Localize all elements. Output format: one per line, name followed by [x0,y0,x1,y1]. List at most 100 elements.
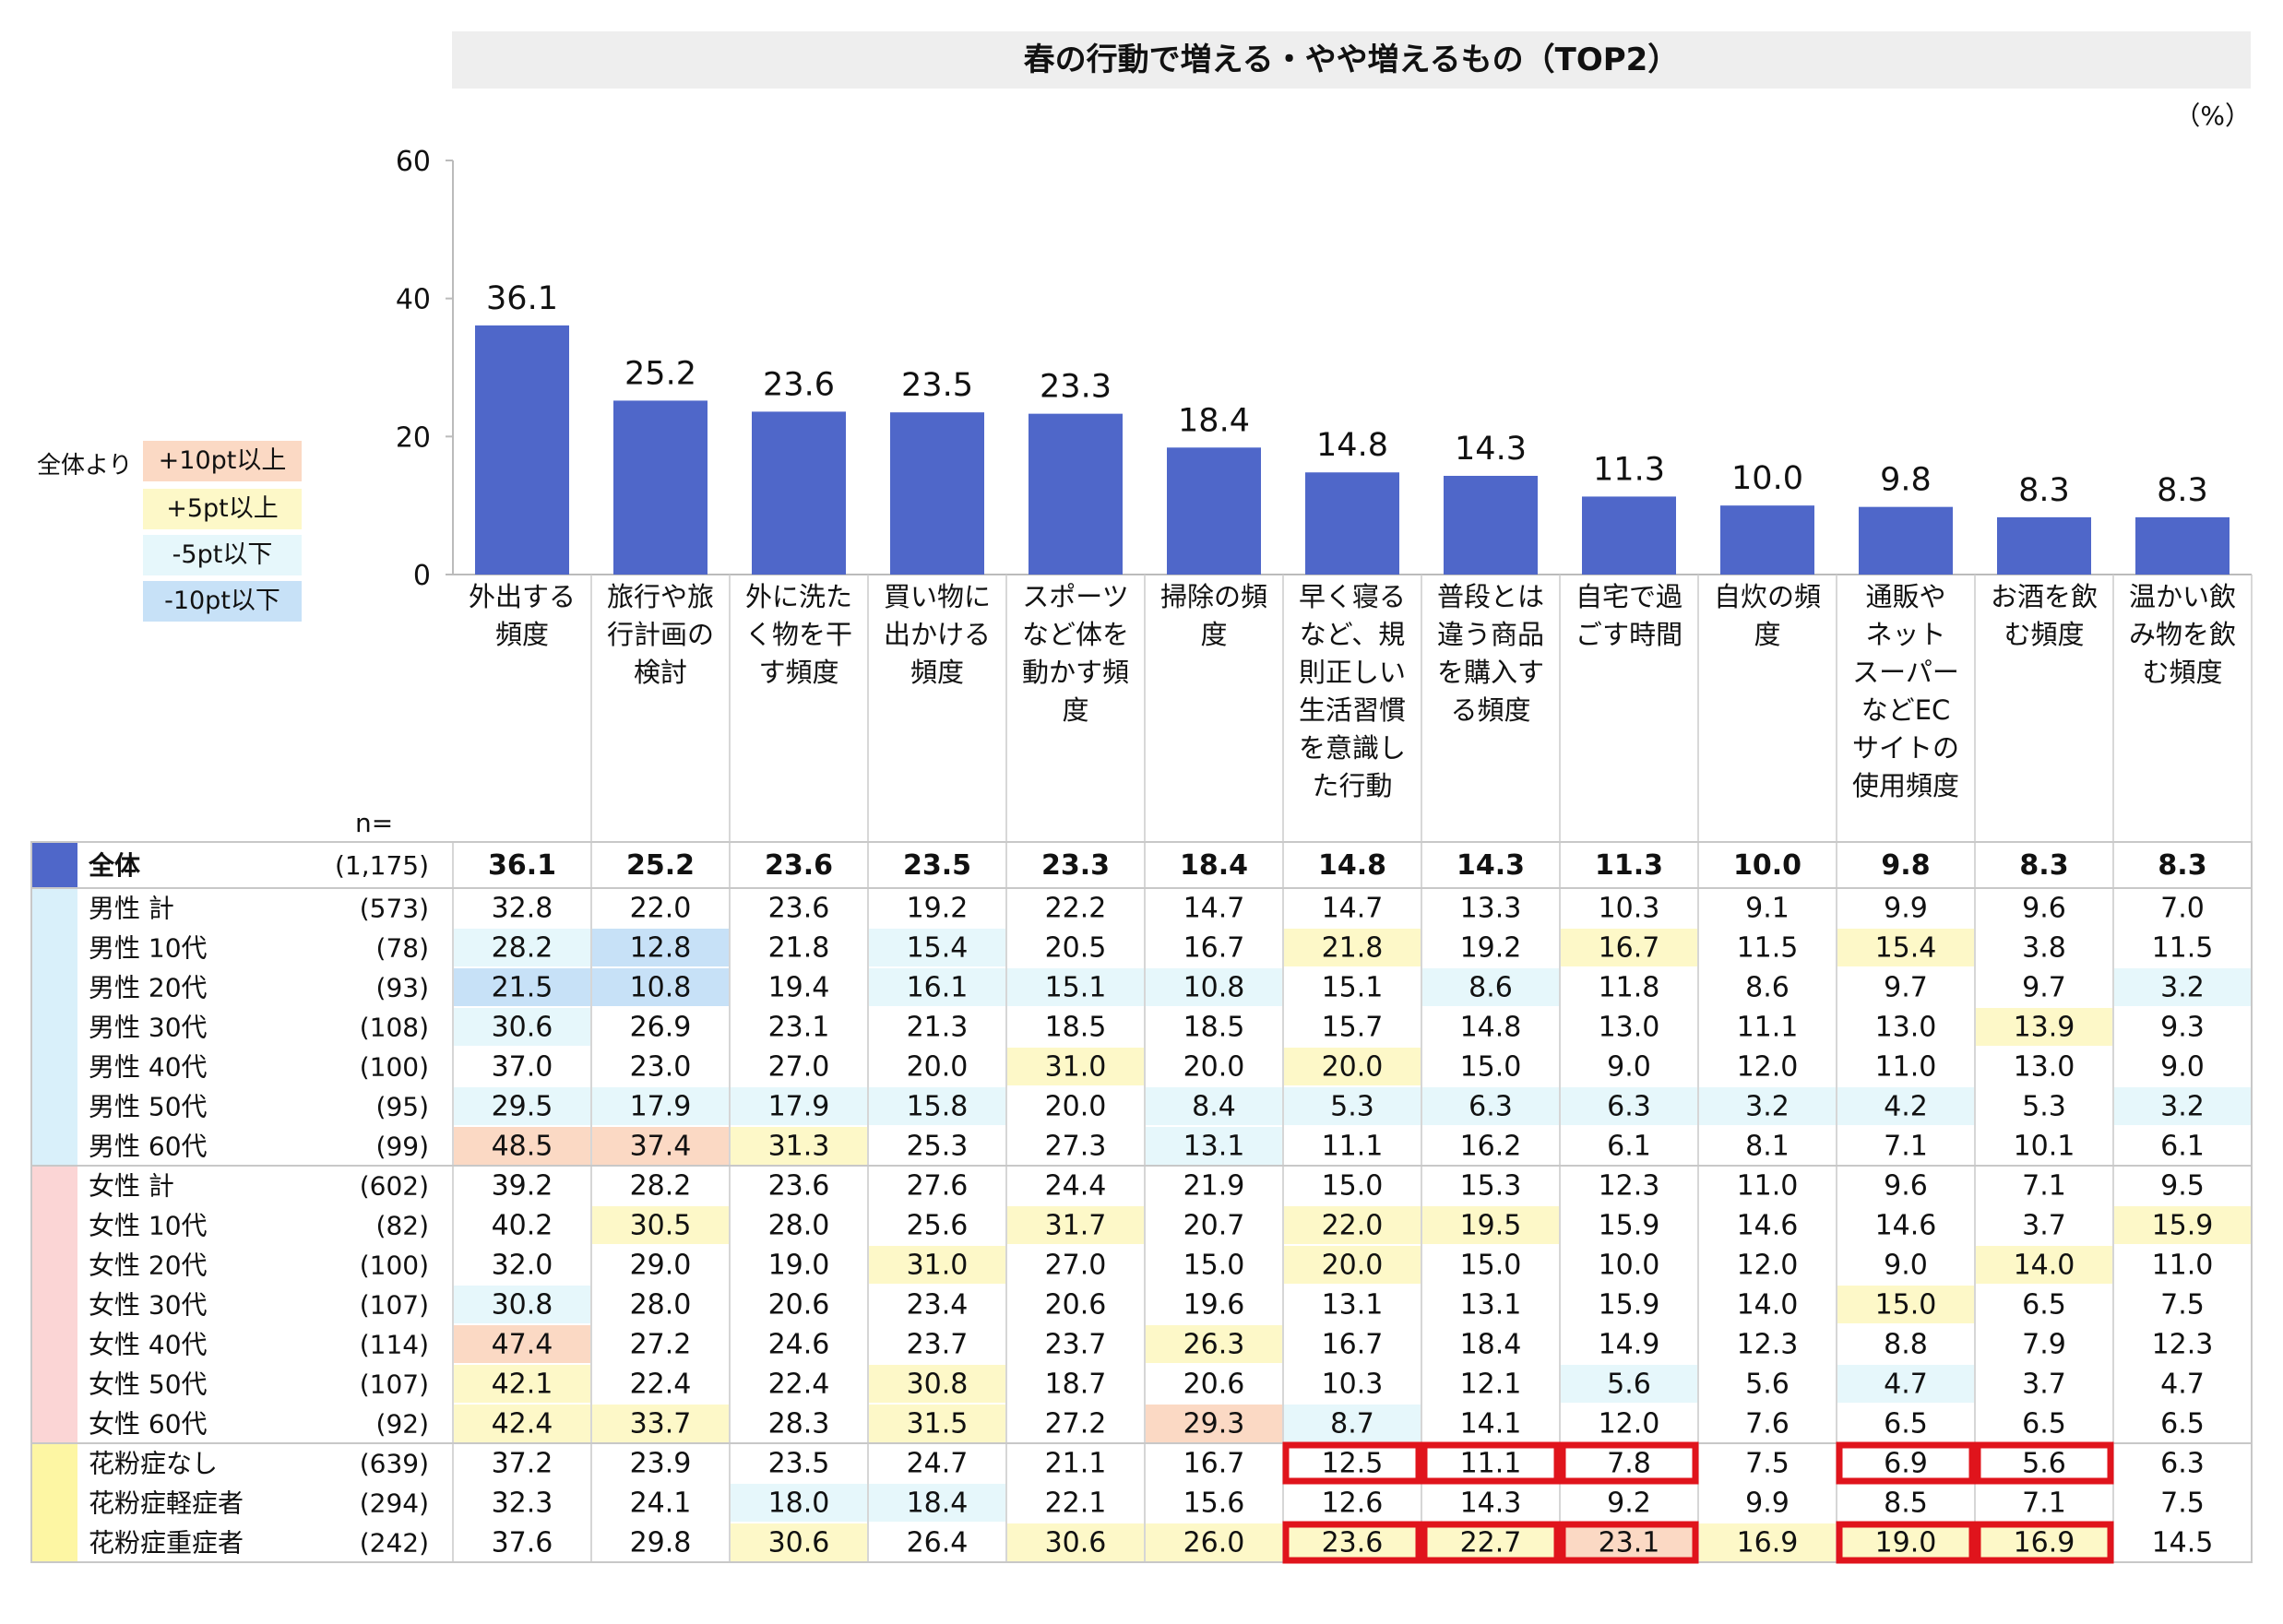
category-label: 度 [1754,619,1780,650]
table-cell-value: 22.0 [630,893,692,925]
category-label: ネット [1865,619,1945,650]
table-cell-value: 10.3 [1322,1369,1384,1401]
table-cell-value: 14.0 [2014,1250,2075,1282]
table-cell-value: 15.4 [907,932,969,965]
bar-value-label: 8.3 [2157,472,2208,509]
highlight-cell [1837,929,1974,966]
table-cell-value: 18.5 [1045,1012,1107,1044]
row-n: (114) [360,1330,429,1360]
table-cell-value: 5.3 [2022,1091,2066,1123]
table-cell-value: 10.8 [630,972,692,1004]
highlight-cell [1146,1325,1282,1363]
highlight-cell [731,1087,867,1125]
table-cell-value: 4.2 [1884,1091,1928,1123]
highlight-cell [454,1325,590,1363]
highlight-cell [1976,1523,2112,1561]
row-label: 男性 30代 [89,1013,208,1043]
table-cell-value: 9.5 [2160,1170,2205,1203]
table-cell-value: 15.9 [1599,1289,1660,1322]
table-cell-value: 9.7 [2022,972,2066,1004]
row-label: 女性 10代 [89,1211,208,1241]
red-highlight-box [1421,1441,1561,1485]
table-cell-value: 16.1 [907,972,969,1004]
highlight-cell [1146,1127,1282,1165]
highlight-cell [2114,1087,2251,1125]
table-cell-value: 12.0 [1737,1250,1799,1282]
table-cell-value: 8.3 [2019,849,2068,882]
table-cell-value: 22.1 [1045,1488,1107,1520]
red-highlight-box [1421,1521,1561,1564]
category-label: ごす時間 [1576,619,1683,650]
bar [1167,447,1261,575]
table-cell-value: 21.8 [1322,932,1384,965]
table-cell-value: 11.1 [1460,1448,1522,1480]
table-cell-value: 15.3 [1460,1170,1522,1203]
group-strip-female [31,1166,77,1443]
table-cell-value: 31.3 [768,1131,830,1163]
highlight-cell [869,1246,1005,1284]
table-cell-value: 22.2 [1045,893,1107,925]
table-cell-value: 10.3 [1599,893,1660,925]
table-cell-value: 20.0 [1322,1250,1384,1282]
highlight-cell [592,929,729,966]
table-cell-value: 3.7 [2022,1369,2066,1401]
highlight-cell [1284,1405,1421,1442]
highlight-cell [1561,1087,1697,1125]
table-layer: 全体 (1,175) 36.1 25.2 23.6 23.5 23.3 18.4 14.8 14.… [30,841,2253,1564]
table-cell-value: 19.0 [1875,1527,1937,1559]
red-highlight-box [1836,1441,1976,1485]
table-cell-value: 30.5 [630,1210,692,1242]
category-label: 外に洗た [745,581,852,612]
table-cell-value: 9.2 [1607,1488,1651,1520]
bar-value-label: 8.3 [2018,472,2070,509]
bar [475,325,569,575]
row-n: (242) [360,1528,429,1559]
table-cell-value: 5.3 [1330,1091,1374,1123]
table-cell-value: 17.9 [630,1091,692,1123]
category-label: む頻度 [2004,619,2084,650]
highlight-cell [454,1087,590,1125]
table-cell-value: 6.5 [1884,1408,1928,1440]
table-cell-value: 3.2 [2160,1091,2205,1123]
highlight-cell [1422,1206,1559,1244]
bar [1720,505,1814,575]
table-cell-value: 4.7 [1884,1369,1928,1401]
table-cell-value: 31.5 [907,1408,969,1440]
row-n: (82) [376,1211,429,1241]
table-cell-value: 15.0 [1183,1250,1245,1282]
highlight-cell [592,1127,729,1165]
highlight-cell [869,1087,1005,1125]
table-cell-value: 32.8 [492,893,553,925]
legend-item-minus5: -5pt以下 [143,535,302,575]
table-cell-value: 11.3 [1595,849,1663,882]
highlight-cell [1284,1246,1421,1284]
bar-value-label: 11.3 [1593,451,1665,488]
table-cell-value: 12.0 [1737,1051,1799,1084]
table-cell-value: 18.4 [1460,1329,1522,1361]
red-highlight-box [1836,1521,1976,1564]
bar [1305,472,1399,575]
highlight-cell [731,1127,867,1165]
y-tick-label: 20 [396,421,431,454]
table-cell-value: 14.3 [1460,1488,1522,1520]
table-cell-value: 8.7 [1330,1408,1374,1440]
table-cell-value: 6.1 [2160,1131,2205,1163]
table-cell-value: 11.0 [2152,1250,2214,1282]
highlight-cell [869,929,1005,966]
row-n: (78) [376,933,429,964]
group-strip-male [31,888,77,1166]
table-cell-value: 26.0 [1183,1527,1245,1559]
table-cell-value: 4.7 [2160,1369,2205,1401]
row-n: (639) [360,1449,429,1479]
table-cell-value: 20.6 [768,1289,830,1322]
table-cell-value: 7.5 [2160,1289,2205,1322]
category-label: 度 [1200,619,1227,650]
bar-value-label: 23.5 [901,367,973,404]
table-cell-value: 19.2 [907,893,969,925]
category-label: スーパー [1852,657,1959,688]
bar [752,411,846,575]
table-cell-value: 9.6 [1884,1170,1928,1203]
table-cell-value: 20.0 [1322,1051,1384,1084]
table-cell-value: 19.2 [1460,932,1522,965]
category-label: 早く寝る [1299,581,1406,612]
